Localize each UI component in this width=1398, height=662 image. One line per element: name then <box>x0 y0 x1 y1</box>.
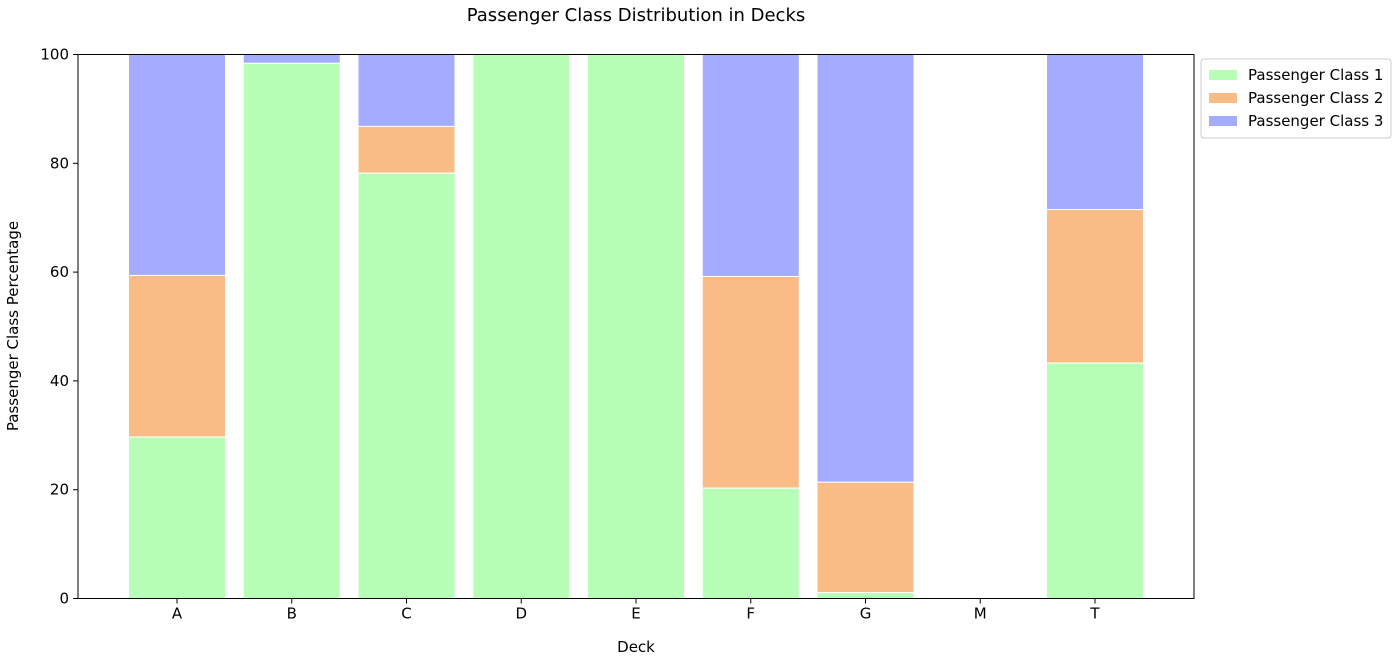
y-tick-label: 60 <box>50 263 69 281</box>
bar-T-class-2 <box>1046 209 1144 364</box>
y-tick-label: 100 <box>40 46 69 64</box>
legend-swatch <box>1209 93 1237 103</box>
bar-A-class-3 <box>128 54 226 276</box>
chart-title: Passenger Class Distribution in Decks <box>467 5 806 26</box>
legend-label: Passenger Class 3 <box>1248 112 1383 130</box>
x-tick-label: M <box>974 605 987 623</box>
bar-C-class-1 <box>357 172 456 599</box>
bar-A-class-2 <box>128 274 226 438</box>
legend-swatch <box>1209 70 1237 80</box>
bar-C-class-2 <box>357 125 456 174</box>
x-axis-label: Deck <box>617 638 655 656</box>
y-tick-label: 20 <box>50 481 69 499</box>
bar-E-class-1 <box>587 54 685 599</box>
bar-F-class-3 <box>701 54 800 277</box>
legend: Passenger Class 1 Passenger Class 2 Passen… <box>1200 58 1392 139</box>
bar-C-class-3 <box>357 54 456 127</box>
x-tick-label: F <box>746 605 755 623</box>
bar-G-class-2 <box>816 481 915 594</box>
y-axis: 0 20 40 60 80 100 <box>40 46 78 608</box>
bar-T-class-3 <box>1046 54 1144 211</box>
legend-label: Passenger Class 2 <box>1248 89 1383 107</box>
x-tick-label: E <box>631 605 640 623</box>
bar-B-class-3 <box>242 54 341 64</box>
bar-A-class-1 <box>128 436 226 599</box>
bar-T-class-1 <box>1046 362 1144 599</box>
x-tick-label: G <box>860 605 872 623</box>
y-tick-label: 0 <box>59 590 69 608</box>
y-tick-label: 80 <box>50 154 69 172</box>
x-tick-label: C <box>401 605 411 623</box>
legend-label: Passenger Class 1 <box>1248 66 1383 84</box>
bar-G-class-3 <box>816 54 915 483</box>
y-tick-label: 40 <box>50 372 69 390</box>
bar-F-class-1 <box>701 487 800 599</box>
x-tick-label: T <box>1089 605 1100 623</box>
x-tick-label: A <box>172 605 183 623</box>
bar-B-class-1 <box>242 62 341 600</box>
bar-D-class-1 <box>472 54 571 599</box>
legend-box <box>1200 58 1392 139</box>
legend-swatch <box>1209 116 1237 126</box>
bar-G-class-1 <box>816 592 915 599</box>
x-tick-label: D <box>515 605 527 623</box>
x-tick-label: B <box>287 605 297 623</box>
bar-F-class-2 <box>701 275 800 489</box>
y-axis-label: Passenger Class Percentage <box>4 221 22 431</box>
bars <box>128 54 1144 600</box>
